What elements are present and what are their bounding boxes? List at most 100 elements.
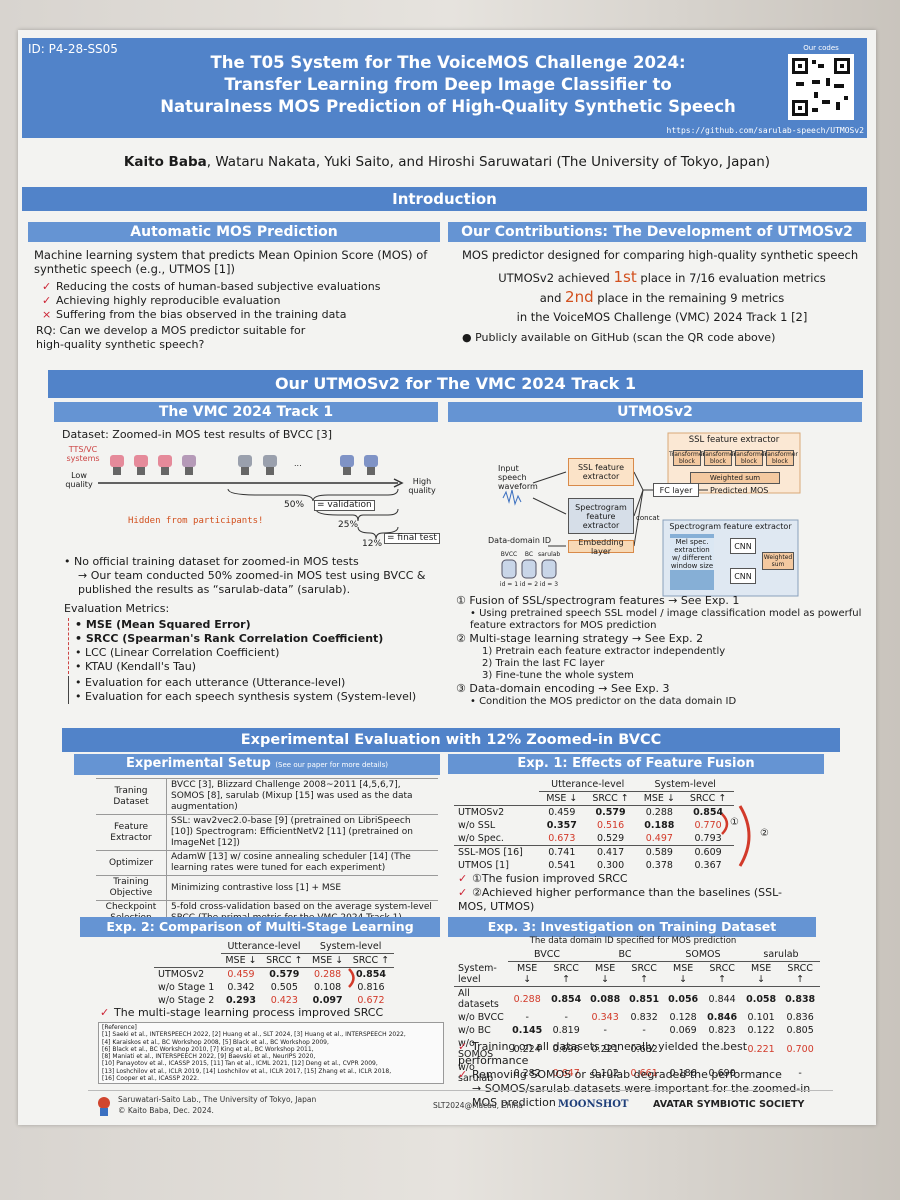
row-label: w/o SSL	[458, 820, 496, 831]
row-label: Optimizer	[96, 850, 167, 876]
level: • Evaluation for each utterance (Utteran…	[75, 676, 346, 689]
bullet: × Suffering from the bias observed in the…	[42, 308, 434, 322]
note: → Our team conducted 50% zoomed-in MOS t…	[78, 569, 426, 596]
references: [Reference] [1] Saeki et al., INTERSPEEC…	[98, 1022, 444, 1085]
fig-box: Weighted sum	[762, 552, 794, 570]
point-sub-text: 2) Train the last FC layer	[482, 658, 605, 669]
table-row: w/o Stage 2 0.293 0.423 0.097 0.672	[154, 994, 394, 1007]
bracket	[348, 968, 355, 988]
section-band: Experimental Evaluation with 12% Zoomed-…	[62, 728, 840, 752]
table-cell: 0.844	[708, 993, 736, 1005]
table-cell: 0.145	[512, 1025, 543, 1036]
exp1-table-box: Utterance-level System-level MSE ↓ SRCC ↑ MS…	[454, 778, 734, 872]
fig-label: = validation	[314, 500, 375, 511]
subsection-title: The VMC 2024 Track 1	[54, 402, 438, 422]
table-cell: -	[603, 1025, 607, 1036]
table-cell: 0.836	[786, 1012, 814, 1023]
finding: ✓ ②Achieved higher performance than the b…	[458, 886, 788, 914]
table-row: Training Objective Minimizing contrastive…	[96, 875, 438, 901]
reference: [8] Maniati et al., INTERSPEECH 2022, [9…	[102, 1053, 316, 1061]
table-cell: 0.367	[694, 860, 722, 871]
table-cell: 0.846	[707, 1012, 738, 1023]
exp2-table-box: Utterance-level System-level MSE ↓ SRCC ↑ MS…	[154, 940, 394, 1007]
corner-cell	[454, 948, 508, 962]
table-cell: 0.459	[548, 807, 576, 818]
fig-label: 12%	[362, 539, 383, 549]
table-row: w/o SOMOS 0.224 0.696 0.221 0.682 - - 0.221 0.70…	[454, 1037, 820, 1061]
bullet-mark: ✓	[42, 294, 52, 307]
title-line: Naturalness MOS Prediction of High-Quali…	[160, 97, 736, 116]
point-sub-text: 3) Fine-tune the whole system	[482, 670, 634, 681]
table-row: w/o BC 0.145 0.819 - - 0.069 0.823 0.122 0.805	[454, 1024, 820, 1037]
table-row: Traning Dataset BVCC [3], Blizzard Challe…	[96, 778, 438, 815]
research-question: RQ: Can we develop a MOS predictor suita…	[36, 324, 306, 351]
bullet-text: Reducing the costs of human-based subjec…	[56, 280, 381, 293]
table-cell: -	[798, 1067, 802, 1079]
header-row: Utterance-level System-level	[154, 940, 394, 954]
group-header: BVCC	[508, 948, 586, 962]
table-row: UTMOSv2 0.459 0.579 0.288 0.854	[154, 968, 394, 982]
fig-label: ...	[294, 459, 302, 468]
finding-text: → SOMOS/sarulab datasets were important …	[472, 1082, 811, 1109]
finding-list: ✓ ①The fusion improved SRCC ✓ ②Achieved hig…	[458, 872, 788, 914]
metric-header: SRCC ↑	[780, 961, 820, 987]
finding: ✓ ①The fusion improved SRCC	[458, 872, 788, 886]
metric-header: MSE ↓	[307, 953, 348, 968]
metric-header: MSE ↓	[220, 953, 262, 968]
fig-label: High quality	[408, 477, 436, 495]
subsection-title: Exp. 1: Effects of Feature Fusion	[448, 754, 824, 774]
table-cell: -	[759, 1067, 763, 1079]
achievement: in the VoiceMOS Challenge (VMC) 2024 Tra…	[462, 308, 862, 327]
reference-list: [1] Saeki et al., INTERSPEECH 2022, [2] …	[102, 1031, 440, 1082]
fig-label: Spectrogram feature extractor	[669, 522, 792, 531]
data-table: BVCC BC SOMOS sarulab System-level MSE ↓ SRCC …	[454, 948, 820, 1085]
fig-box: CNN	[730, 568, 756, 584]
table-cell: AdamW [13] w/ cosine annealing scheduler…	[166, 850, 438, 876]
utmosv2-figure: SSL feature extractor Transformer block …	[458, 428, 868, 598]
row-label: w/o Stage 1	[158, 982, 215, 993]
table-cell: 0.838	[785, 993, 816, 1005]
metric-header: SRCC ↑	[347, 953, 394, 968]
point-sub-text: Condition the MOS predictor on the data …	[479, 696, 737, 707]
table-row: w/o sarulab 0.282 0.647 0.102 0.661 0.186 0.69…	[454, 1061, 820, 1085]
row-label: Training Objective	[96, 875, 167, 901]
row-header	[154, 953, 221, 968]
table-row: SSL-MOS [16] 0.741 0.417 0.589 0.609	[454, 846, 734, 860]
achievement-part: and	[539, 291, 566, 305]
table-cell: 0.700	[786, 1043, 814, 1055]
header-row: System-level MSE ↓ SRCC ↑ MSE ↓ SRCC ↑ MSE ↓ S…	[454, 961, 820, 987]
decoration: ✓	[100, 1006, 110, 1019]
lab-logo	[98, 1097, 110, 1116]
table-cell: 0.357	[546, 820, 577, 831]
subsection-title: Automatic MOS Prediction	[28, 222, 440, 242]
achievement-part: place in the remaining 9 metrics	[593, 291, 785, 305]
table-caption: The data domain ID specified for MOS pre…	[529, 936, 737, 946]
reference: [1] Saeki et al., INTERSPEECH 2022, [2] …	[102, 1031, 406, 1039]
table-cell: 0.497	[636, 832, 683, 846]
dataset-line: Dataset: Zoomed-in MOS test results of B…	[62, 428, 333, 441]
utmosv2-figure-shapes	[501, 432, 801, 597]
achievement-part: 1st	[613, 268, 637, 286]
subsection-title: Our Contributions: The Development of UT…	[448, 222, 866, 242]
fig-label: Hidden from participants!	[128, 516, 264, 526]
bullet-list: ✓ Reducing the costs of human-based subje…	[42, 280, 434, 322]
row-label: w/o Stage 2	[158, 995, 215, 1006]
point: ② Multi-stage learning strategy → See Ex…	[456, 632, 866, 682]
level-list: • Evaluation for each utterance (Utteran…	[68, 676, 445, 704]
achievement-part: 2nd	[565, 288, 594, 306]
table-row: All datasets 0.288 0.854 0.088 0.851 0.056 0.8…	[454, 987, 820, 1012]
group-header: BC	[585, 948, 664, 962]
metric-text: SRCC (Spearman's Rank Correlation Coeffi…	[85, 632, 384, 645]
table-cell: 0.282	[513, 1067, 541, 1079]
metric: • KTAU (Kendall's Tau)	[75, 660, 196, 673]
github-text: Publicly available on GitHub (scan the Q…	[475, 331, 776, 344]
copyright: © Kaito Baba, Dec. 2024.	[118, 1106, 214, 1115]
table-cell: 0.122	[747, 1025, 775, 1036]
table-cell: 0.188	[644, 820, 675, 831]
table-cell: -	[642, 1025, 646, 1036]
vmc-notes: • No official training dataset for zoome…	[64, 555, 434, 597]
note: • No official training dataset for zoome…	[64, 555, 359, 568]
level: • Evaluation for each speech synthesis s…	[75, 690, 417, 703]
header-row: BVCC BC SOMOS sarulab	[454, 948, 820, 962]
